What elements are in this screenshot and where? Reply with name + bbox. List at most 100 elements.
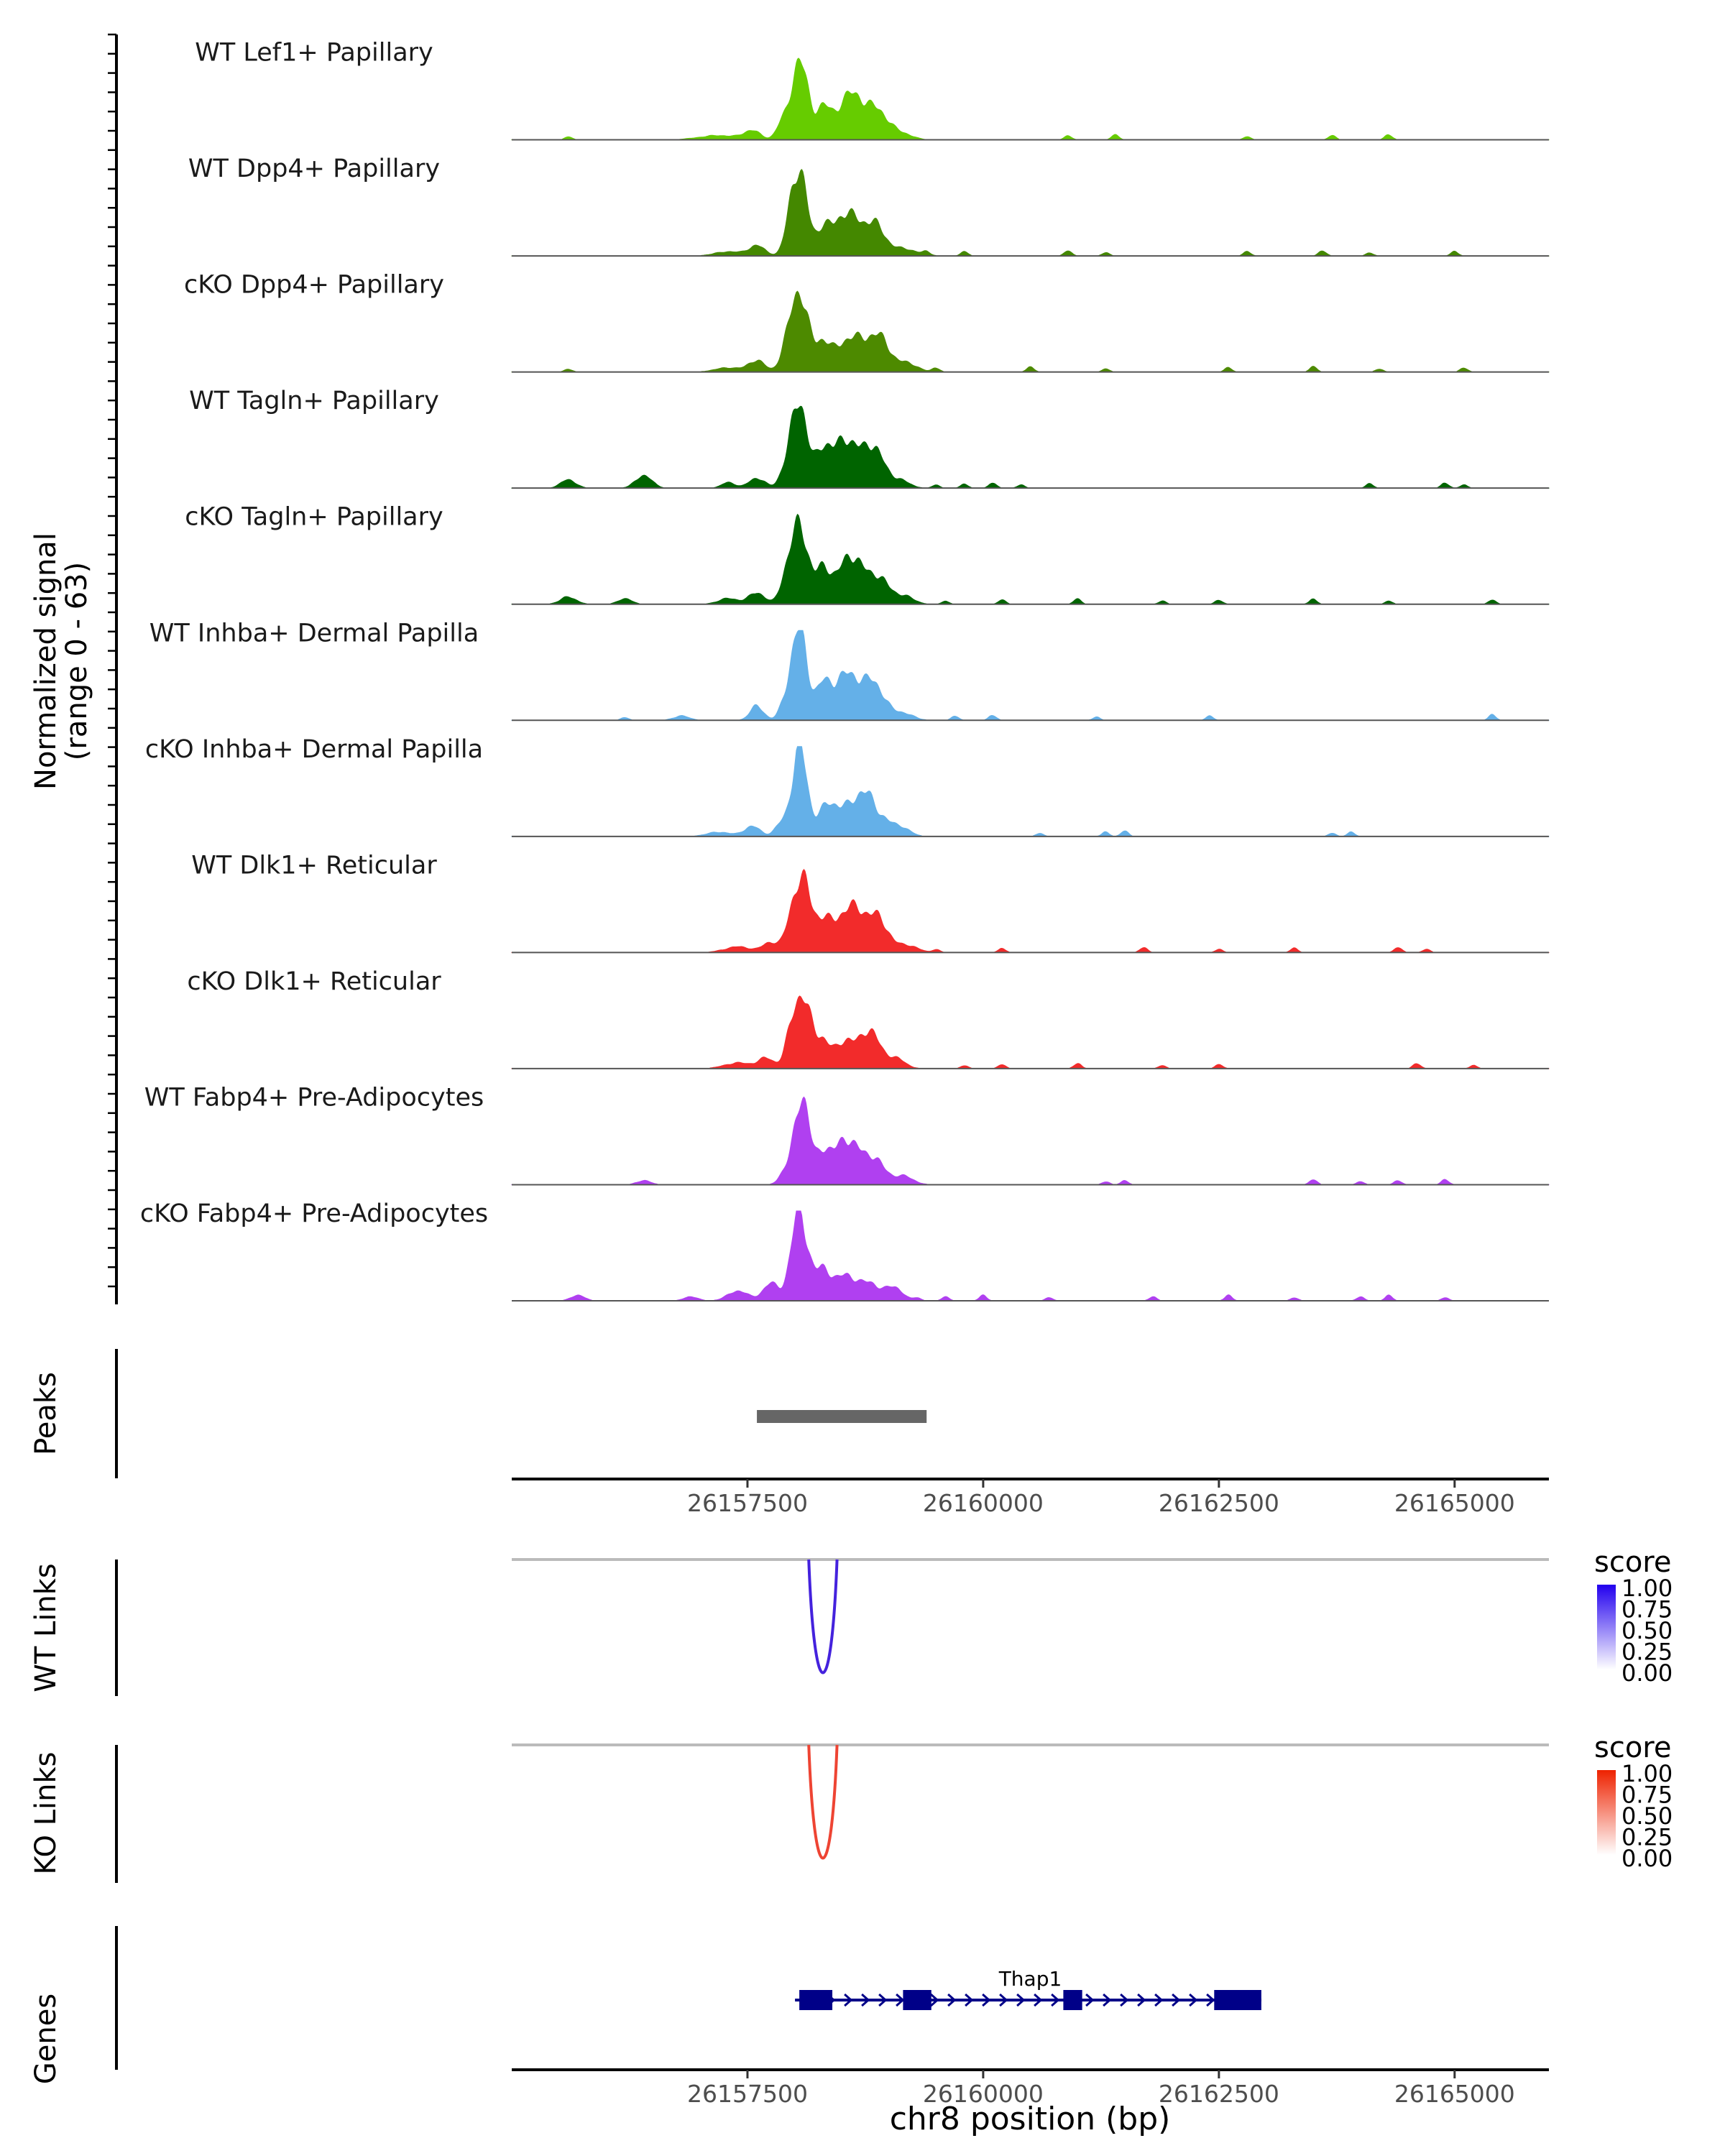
coverage-signal-area — [511, 746, 1550, 837]
genes-label: Genes — [29, 1994, 63, 2084]
coverage-track-label: WT Tagln+ Papillary — [189, 387, 439, 415]
links-label: WT Links — [29, 1563, 63, 1692]
legend-tick-label: 1.00 — [1622, 1760, 1673, 1787]
coverage-signal-area — [511, 405, 1550, 489]
coverage-ylabel-line2: (range 0 - 63) — [60, 562, 93, 760]
peaks-label: Peaks — [29, 1372, 63, 1455]
legend-tick-label: 0.75 — [1622, 1782, 1673, 1809]
coverage-track-label: cKO Tagln+ Papillary — [185, 503, 443, 532]
legend-tick-label: 0.50 — [1622, 1617, 1673, 1644]
coverage-signal-area — [511, 630, 1550, 721]
strand-arrow — [1154, 1993, 1164, 2007]
coverage-track: WT Lef1+ Papillary — [195, 39, 1550, 141]
x-axis-top: 26157500 26160000 26162500 26165000 — [512, 1478, 1549, 1517]
x-axis-title: chr8 position (bp) — [890, 2101, 1171, 2137]
genes-panel: Genes Thap1 26157500 26160000 26162500 2616… — [29, 1926, 1549, 2137]
x-tick-label-bottom: 26165000 — [1394, 2080, 1515, 2108]
strand-arrow — [1137, 1993, 1146, 2007]
exon — [903, 1990, 932, 2010]
strand-arrow — [930, 1993, 939, 2007]
legend-tick-label: 0.50 — [1622, 1802, 1673, 1830]
strand-arrow — [1103, 1993, 1112, 2007]
coverage-track: cKO Dlk1+ Reticular — [187, 967, 1550, 1069]
strand-arrow — [1034, 1993, 1043, 2007]
strand-arrow — [982, 1993, 991, 2007]
coverage-track: WT Inhba+ Dermal Papilla — [150, 619, 1550, 722]
strand-arrow — [1189, 1993, 1198, 2007]
strand-arrow — [878, 1993, 888, 2007]
strand-arrow — [1172, 1993, 1181, 2007]
coverage-signal-area — [511, 1096, 1550, 1185]
coverage-signal-area — [511, 513, 1550, 605]
coverage-track: cKO Dpp4+ Papillary — [184, 271, 1550, 373]
x-tick-label-top: 26162500 — [1159, 1489, 1279, 1517]
coverage-tracks: WT Lef1+ Papillary WT Dpp4+ Papillary cKO … — [108, 33, 1550, 1304]
coverage-track: cKO Inhba+ Dermal Papilla — [145, 735, 1550, 837]
genes-track: Thap1 — [115, 1926, 1261, 2070]
coverage-track: cKO Tagln+ Papillary — [185, 503, 1550, 605]
legend-title: score — [1594, 1546, 1671, 1579]
legend-tick-label: 0.25 — [1622, 1639, 1673, 1666]
coverage-signal-area — [511, 868, 1550, 953]
x-tick-label-bottom: 26160000 — [923, 2080, 1044, 2108]
legend-colorbar — [1597, 1770, 1616, 1855]
coverage-track-label: WT Fabp4+ Pre-Adipocytes — [144, 1083, 484, 1112]
coverage-panel: Normalized signal (range 0 - 63) WT Lef1… — [29, 33, 1550, 1304]
strand-arrow — [1016, 1993, 1026, 2007]
coverage-track: WT Tagln+ Papillary — [189, 387, 1550, 489]
legend-colorbar — [1597, 1585, 1616, 1669]
x-tick-label-top: 26165000 — [1394, 1489, 1515, 1517]
strand-arrow — [896, 1993, 905, 2007]
coverage-track-label: WT Dpp4+ Papillary — [188, 155, 440, 183]
strand-arrow — [1085, 1993, 1095, 2007]
coverage-signal-area — [511, 57, 1550, 141]
coverage-track: cKO Fabp4+ Pre-Adipocytes — [140, 1199, 1549, 1302]
strand-arrow — [947, 1993, 957, 2007]
peaks-panel: Peaks 26157500 26160000 26162500 26165000 — [29, 1349, 1549, 1517]
coverage-track: WT Dlk1+ Reticular — [191, 851, 1550, 954]
coverage-signal-area — [512, 1210, 1549, 1302]
coverage-track: WT Fabp4+ Pre-Adipocytes — [144, 1083, 1550, 1186]
coverage-signal-area — [511, 169, 1550, 257]
gene: Thap1 — [795, 1967, 1261, 2010]
strand-arrow — [1206, 1993, 1215, 2007]
legend-tick-label: 0.00 — [1622, 1659, 1673, 1687]
coverage-ylabel-line1: Normalized signal — [29, 533, 63, 790]
strand-arrow — [965, 1993, 974, 2007]
legend-title: score — [1594, 1731, 1671, 1764]
legend-tick-label: 1.00 — [1622, 1575, 1673, 1602]
coverage-signal-area — [511, 290, 1550, 373]
strand-arrow — [1120, 1993, 1129, 2007]
coverage-track: WT Dpp4+ Papillary — [188, 155, 1550, 257]
link-arc — [807, 1744, 839, 1860]
strand-arrow — [1051, 1993, 1060, 2007]
legend-tick-label: 0.75 — [1622, 1596, 1673, 1623]
strand-arrow — [861, 1993, 870, 2007]
peak-region — [757, 1410, 927, 1423]
coverage-track-label: WT Lef1+ Papillary — [195, 39, 433, 68]
coverage-signal-area — [511, 995, 1550, 1069]
link-arc — [807, 1559, 839, 1674]
exon — [799, 1990, 833, 2010]
coverage-track-label: cKO Dpp4+ Papillary — [184, 271, 444, 300]
x-tick-label-top: 26157500 — [687, 1489, 808, 1517]
coverage-track-label: cKO Dlk1+ Reticular — [187, 967, 441, 996]
x-tick-label-bottom: 26157500 — [687, 2080, 808, 2108]
legend-tick-label: 0.25 — [1622, 1824, 1673, 1851]
legend-tick-label: 0.00 — [1622, 1845, 1673, 1872]
exon — [1063, 1990, 1082, 2010]
coverage-track-label: cKO Fabp4+ Pre-Adipocytes — [140, 1199, 488, 1228]
x-axis-bottom: 26157500 26160000 26162500 26165000 — [512, 2068, 1549, 2108]
gene-name: Thap1 — [998, 1967, 1062, 1991]
strand-arrow — [844, 1993, 853, 2007]
x-tick-label-bottom: 26162500 — [1159, 2080, 1279, 2108]
exon — [1214, 1990, 1261, 2010]
coverage-track-label: WT Inhba+ Dermal Papilla — [150, 619, 479, 648]
peaks-track — [115, 1349, 927, 1478]
x-tick-label-top: 26160000 — [923, 1489, 1044, 1517]
